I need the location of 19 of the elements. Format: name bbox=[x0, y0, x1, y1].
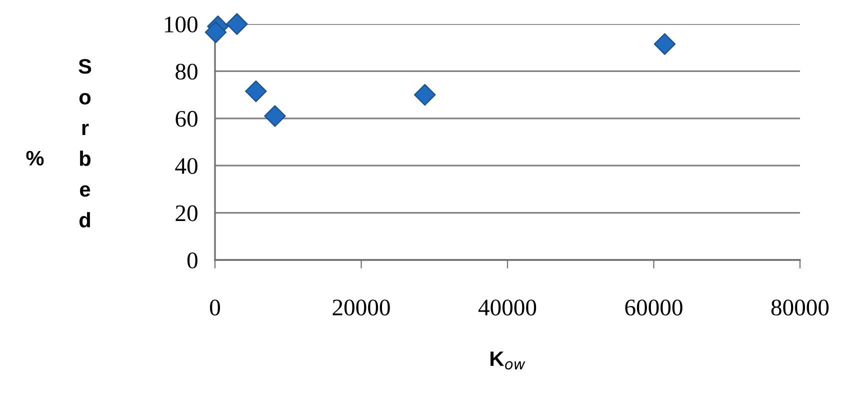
point bbox=[204, 21, 227, 44]
y-tick-label: 0 bbox=[187, 252, 198, 268]
point bbox=[414, 84, 436, 106]
y-tick-label: 80 bbox=[176, 64, 198, 80]
y-tick-label: 60 bbox=[176, 110, 198, 127]
x-tick-label: 20000 bbox=[332, 300, 390, 316]
point bbox=[226, 13, 248, 35]
x-tick-label: 80000 bbox=[771, 300, 829, 316]
text: % Sorbed bbox=[26, 58, 92, 228]
point bbox=[245, 80, 267, 102]
point bbox=[264, 105, 286, 127]
point bbox=[654, 33, 676, 55]
y-tick-label: 40 bbox=[175, 158, 198, 174]
y-tick-label: 20 bbox=[176, 205, 198, 222]
x-tick-label: 40000 bbox=[478, 300, 536, 316]
x-tick-label: 60000 bbox=[625, 300, 682, 316]
x-axis-title: K$_{ow}$ bbox=[490, 352, 526, 370]
x-tick-label: 0 bbox=[210, 300, 220, 316]
y-tick-label: 100 bbox=[164, 16, 198, 32]
